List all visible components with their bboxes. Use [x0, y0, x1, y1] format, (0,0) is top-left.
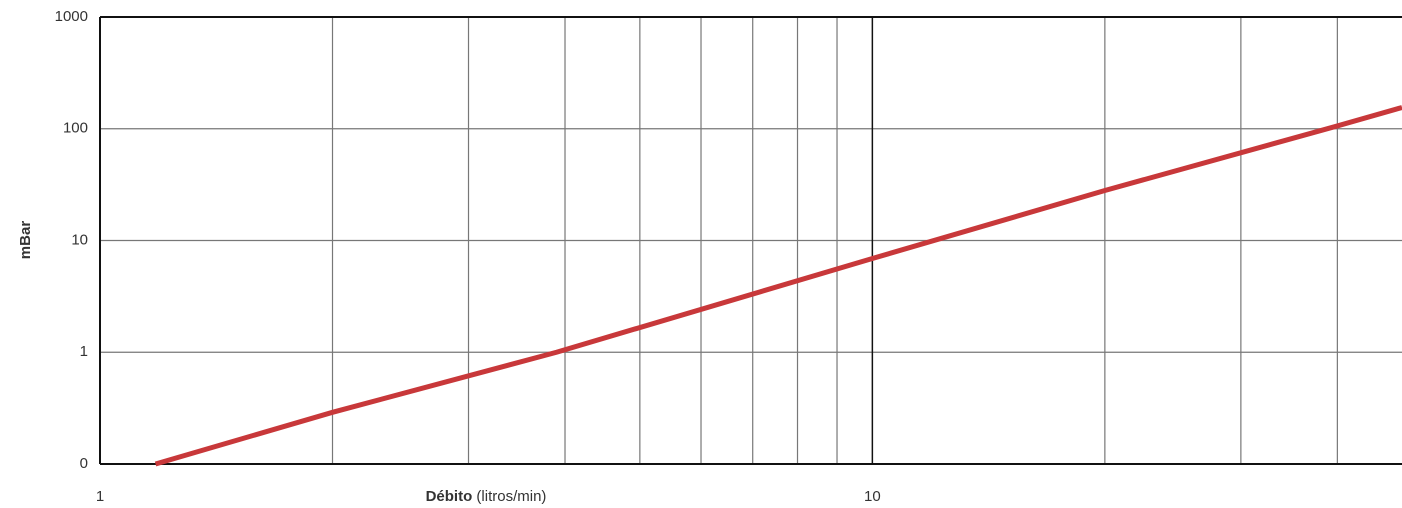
- y-axis-label: mBar: [17, 221, 34, 260]
- y-tick-label: 100: [63, 120, 88, 137]
- x-axis-label-unit: (litros/min): [476, 488, 546, 505]
- y-tick-label: 0: [80, 455, 88, 472]
- x-tick-label: 1: [96, 488, 104, 505]
- x-axis-label-main: Débito: [426, 488, 473, 505]
- y-tick-label: 1000: [55, 8, 88, 25]
- x-axis-label: Débito (litros/min): [426, 488, 547, 505]
- x-tick-label: 10: [864, 488, 881, 505]
- y-tick-label: 1: [80, 343, 88, 360]
- data-line: [154, 105, 1402, 467]
- y-tick-label: 10: [71, 231, 88, 248]
